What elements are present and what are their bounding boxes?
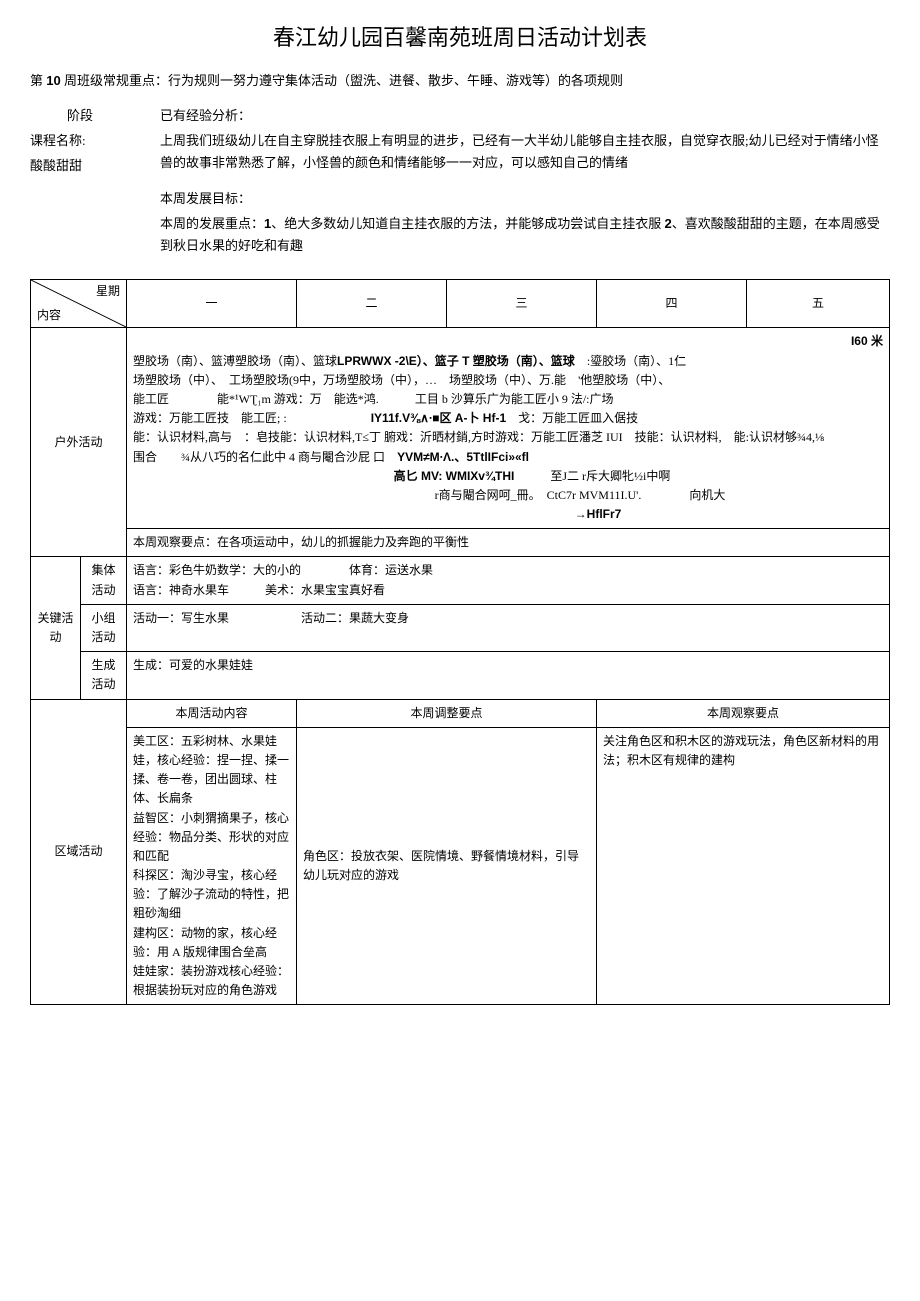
subtitle-rest: 周班级常规重点：行为规则一努力遵守集体活动（盥洗、进餐、散步、午睡、游戏等）的各… bbox=[61, 73, 623, 88]
week-subtitle: 第 10 周班级常规重点：行为规则一努力遵守集体活动（盥洗、进餐、散步、午睡、游… bbox=[30, 70, 890, 89]
day-5: 五 bbox=[747, 280, 890, 328]
o-r11: 向机大 bbox=[689, 488, 725, 502]
o-r6c: YVM≠M∙Λ.、5TtlIFci»«fl bbox=[397, 450, 529, 464]
o-r8: 至J二 r斥大卿牝½i中啊 bbox=[550, 469, 670, 483]
o-r7: IY11f.V⅜∧∙■区 A-卜 Hf-1 bbox=[371, 411, 506, 425]
group-activity-label: 集体活动 bbox=[81, 557, 127, 604]
group-activity-content: 语言：彩色牛奶数学：大的小的 体育：运送水果 语言：神奇水果车 美术：水果宝宝真… bbox=[127, 557, 890, 604]
area-obs: 关注角色区和积木区的游戏玩法，角色区新材料的用法；积木区有规律的建构 bbox=[597, 727, 890, 1005]
diag-week: 星期 bbox=[96, 282, 120, 301]
i60-text: I60 米 bbox=[851, 334, 883, 348]
outdoor-label: 户外活动 bbox=[31, 328, 127, 557]
o-r5d: 能:认识材够¾4,⅛ bbox=[734, 430, 824, 444]
o-r3d: 为能工匠小 9 法/:广场 bbox=[499, 392, 614, 406]
th-obs: 本周观察要点 bbox=[597, 699, 890, 727]
generated-content: 生成：可爱的水果娃娃 bbox=[127, 652, 890, 699]
o-r4c: 戈：万能工匠皿入倨技 bbox=[518, 411, 638, 425]
goal-label: 本周发展目标： bbox=[160, 188, 890, 207]
goal-text: 本周的发展重点：1、绝大多数幼儿知道自主挂衣服的方法，并能够成功尝试自主挂衣服 … bbox=[160, 213, 890, 257]
o-r10: →HflFr7 bbox=[575, 507, 622, 521]
course-label: 课程名称: bbox=[30, 130, 130, 149]
o-r2b: 能*¹WƮ₁m 游戏：万 能选*鸿. bbox=[217, 392, 379, 406]
area-content: 美工区：五彩树林、水果娃娃，核心经验：捏一捏、揉一揉、卷一卷，团出圆球、柱体、长… bbox=[127, 727, 297, 1005]
small-group-label: 小组活动 bbox=[81, 604, 127, 651]
o-r1: 塑胶场（南）、篮溥塑胶场（南）、篮球 bbox=[133, 354, 337, 368]
o-r2d: '他塑胶场（中）、 bbox=[578, 373, 670, 387]
o-r1b: 工场塑胶场(9中，万场塑胶场（中），… bbox=[229, 373, 437, 387]
goal-a: 本周的发展重点： bbox=[160, 216, 264, 231]
key-activity-label: 关键活动 bbox=[31, 557, 81, 699]
experience-text: 上周我们班级幼儿在自主穿脱挂衣服上有明显的进步，已经有一大半幼儿能够自主挂衣服，… bbox=[160, 130, 890, 174]
generated-label: 生成活动 bbox=[81, 652, 127, 699]
th-adjust: 本周调整要点 bbox=[297, 699, 597, 727]
o-r4: 游戏：万能工匠技 bbox=[133, 411, 229, 425]
day-1: 一 bbox=[127, 280, 297, 328]
th-content: 本周活动内容 bbox=[127, 699, 297, 727]
experience-label: 已有经验分析： bbox=[160, 105, 890, 124]
o-r5: 能：认识材料,高与 bbox=[133, 430, 232, 444]
o-r5c: 技能：认识材料, bbox=[635, 430, 722, 444]
o-r1c: LPRWWX -2\E）、篮子 T 塑胶场（南）、篮球 bbox=[337, 354, 575, 368]
week-number: 10 bbox=[46, 73, 60, 88]
diag-content: 内容 bbox=[37, 306, 61, 325]
day-3: 三 bbox=[447, 280, 597, 328]
o-r9: r商与閹合网呵_冊。 CtC7r MVM11I.U'. bbox=[435, 488, 642, 502]
outdoor-content: I60 米 塑胶场（南）、篮溥塑胶场（南）、篮球LPRWWX -2\E）、篮子 … bbox=[127, 328, 890, 529]
day-4: 四 bbox=[597, 280, 747, 328]
area-adjust: 角色区：投放衣架、医院情境、野餐情境材料，引导幼儿玩对应的游戏 bbox=[297, 727, 597, 1005]
schedule-table: 星期 内容 一 二 三 四 五 户外活动 I60 米 塑胶场（南）、篮溥塑胶场（… bbox=[30, 279, 890, 1005]
small-group-content: 活动一：写生水果 活动二：果蔬大变身 bbox=[127, 604, 890, 651]
subtitle-prefix: 第 bbox=[30, 73, 46, 88]
group-t2: 语言：神奇水果车 美术：水果宝宝真好看 bbox=[133, 581, 883, 600]
o-r3: 能工匠 bbox=[133, 392, 169, 406]
o-r3c: 工目 b 沙算乐广 bbox=[415, 392, 499, 406]
area-activity-label: 区域活动 bbox=[31, 699, 127, 1005]
page-title: 春江幼儿园百馨南苑班周日活动计划表 bbox=[30, 20, 890, 52]
group-t1: 语言：彩色牛奶数学：大的小的 体育：运送水果 bbox=[133, 561, 883, 580]
header-section: 阶段 课程名称: 酸酸甜甜 已有经验分析： 上周我们班级幼儿在自主穿脱挂衣服上有… bbox=[30, 105, 890, 271]
outdoor-observation: 本周观察要点：在各项运动中，幼儿的抓握能力及奔跑的平衡性 bbox=[127, 529, 890, 557]
o-r6b: 高匕 MV: WMIXv¾THI bbox=[394, 469, 515, 483]
goal-b: 、绝大多数幼儿知道自主挂衣服的方法，并能够成功尝试自主挂衣服 bbox=[271, 216, 664, 231]
o-r6: 围合 bbox=[133, 450, 157, 464]
o-r3b: 能工匠; : bbox=[241, 411, 287, 425]
o-r4b: ：皂技能：认识材料,T≤丁 腑戏：沂晒材銷,方时游戏：万能工匠潘芝 IUI bbox=[244, 430, 623, 444]
day-2: 二 bbox=[297, 280, 447, 328]
o-r5b: ¾从八巧的名仁此中 4 商与閹合沙屁 口 bbox=[181, 450, 385, 464]
o-r2c: 场塑胶场（中）、万.能 bbox=[449, 373, 566, 387]
course-name: 酸酸甜甜 bbox=[30, 155, 130, 174]
o-r1d: :瑬胶场（南）、1仁 bbox=[587, 354, 686, 368]
stage-label: 阶段 bbox=[30, 105, 130, 124]
diagonal-header: 星期 内容 bbox=[31, 280, 127, 328]
o-r2: 场塑胶场（中）、 bbox=[133, 373, 217, 387]
